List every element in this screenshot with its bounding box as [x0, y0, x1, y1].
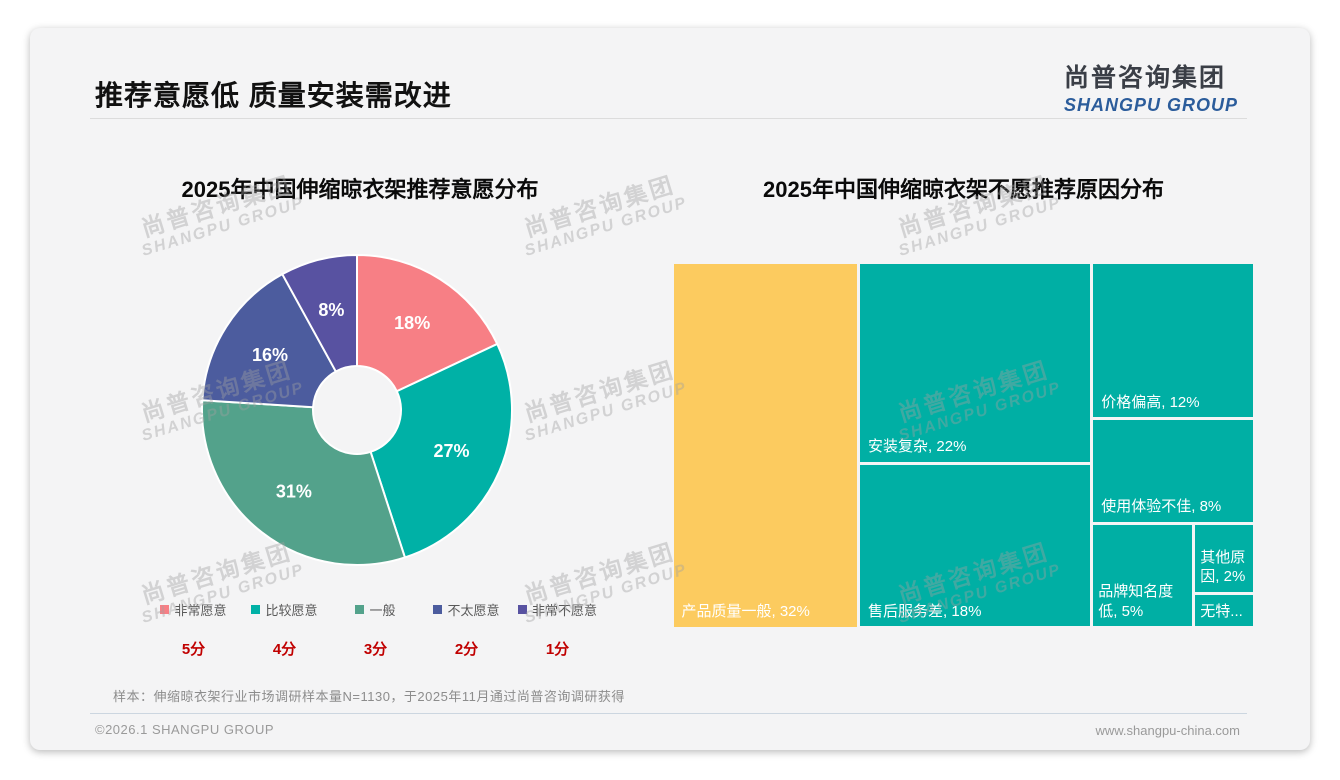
donut-data-label: 31% — [276, 481, 312, 501]
title-divider — [90, 118, 1247, 119]
donut-chart-title: 2025年中国伸缩晾衣架推荐意愿分布 — [181, 177, 539, 202]
company-logo: 尚普咨询集团 SHANGPU GROUP — [1064, 58, 1238, 116]
donut-chart: 18% 27% 31% 16% 8% — [201, 253, 513, 566]
donut-slice-5 — [280, 253, 358, 373]
treemap-cell-label: 无特... — [1200, 602, 1243, 620]
legend-swatch-icon — [355, 605, 365, 614]
treemap-cell-5: 使用体验不佳, 8% — [1093, 420, 1254, 522]
website-url: www.shangpu-china.com — [1095, 723, 1240, 738]
legend-label: 非常愿意 — [174, 603, 227, 618]
score-label-3: 3分 — [363, 641, 388, 658]
donut-legend: 非常愿意 比较愿意 一般 不太愿意 非常不愿意 — [148, 600, 603, 619]
page-title: 推荐意愿低 质量安装需改进 — [95, 80, 452, 111]
watermark: 尚普咨询集团 SHANGPU GROUP — [515, 354, 690, 446]
treemap-cell-4: 价格偏高, 12% — [1093, 263, 1254, 418]
logo-chinese-name: 尚普咨询集团 — [1063, 64, 1226, 92]
legend-label: 一般 — [369, 603, 396, 618]
treemap-cell-7: 其他原因, 2% — [1195, 524, 1254, 592]
treemap-cell-label: 售后服务差, 18% — [868, 602, 982, 620]
treemap-cell-2: 安装复杂, 22% — [860, 263, 1091, 462]
legend-swatch-icon — [517, 605, 527, 614]
treemap-cell-3: 售后服务差, 18% — [860, 464, 1091, 627]
donut-data-label: 8% — [318, 300, 344, 320]
score-label-1: 5分 — [181, 641, 206, 658]
treemap-cell-label: 价格偏高, 12% — [1101, 393, 1200, 411]
score-label-2: 4分 — [272, 641, 297, 658]
legend-swatch-icon — [433, 605, 443, 614]
legend-swatch-icon — [251, 605, 261, 614]
treemap-cell-1: 产品质量一般, 32% — [673, 263, 858, 627]
legend-item-4: 不太愿意 — [421, 600, 512, 619]
legend-item-5: 非常不愿意 — [512, 600, 603, 619]
score-label-5: 1分 — [545, 641, 570, 658]
treemap-cell-label: 产品质量一般, 32% — [681, 603, 810, 620]
watermark-en-text: SHANGPU GROUP — [896, 194, 1064, 261]
donut-slice-1 — [356, 253, 499, 393]
logo-english-name: SHANGPU GROUP — [1063, 95, 1238, 115]
legend-label: 非常不愿意 — [531, 603, 597, 618]
legend-item-3: 一般 — [330, 600, 421, 619]
watermark-cn-text: 尚普咨询集团 — [521, 356, 679, 427]
donut-data-label: 18% — [394, 313, 430, 333]
treemap-cell-label: 其他原因, 2% — [1200, 548, 1246, 586]
report-card: 推荐意愿低 质量安装需改进 尚普咨询集团 SHANGPU GROUP 2025年… — [30, 28, 1310, 750]
legend-item-2: 比较愿意 — [239, 600, 330, 619]
donut-data-label: 16% — [252, 345, 288, 365]
treemap-cell-label: 安装复杂, 22% — [868, 438, 967, 456]
treemap-chart-title: 2025年中国伸缩晾衣架不愿推荐原因分布 — [763, 177, 1164, 202]
watermark-en-text: SHANGPU GROUP — [522, 379, 690, 446]
legend-label: 不太愿意 — [447, 603, 500, 618]
score-label-4: 2分 — [454, 641, 479, 658]
donut-data-label: 27% — [434, 441, 470, 461]
legend-label: 比较愿意 — [265, 603, 318, 618]
legend-item-1: 非常愿意 — [148, 600, 239, 619]
score-row: 5分 4分 3分 2分 1分 — [148, 638, 603, 659]
treemap-chart: 产品质量一般, 32% 安装复杂, 22% 售后服务差, 18% 价格偏高, 12% 使… — [672, 262, 1255, 628]
copyright-text: ©2026.1 SHANGPU GROUP — [95, 722, 275, 737]
watermark-en-text: SHANGPU GROUP — [522, 194, 690, 261]
donut-slice-2 — [369, 342, 513, 559]
treemap-cell-label: 使用体验不佳, 8% — [1101, 498, 1222, 516]
footer-divider — [90, 713, 1247, 714]
legend-swatch-icon — [160, 605, 170, 614]
treemap-cell-6: 品牌知名度低, 5% — [1093, 524, 1193, 627]
treemap-cell-label: 品牌知名度低, 5% — [1098, 583, 1174, 620]
sample-note: 样本：伸缩晾衣架行业市场调研样本量N=1130，于2025年11月通过尚普咨询调… — [113, 689, 625, 704]
donut-slice-4 — [201, 272, 338, 409]
treemap-cell-8: 无特... — [1195, 594, 1254, 627]
donut-slice-3 — [201, 399, 407, 566]
